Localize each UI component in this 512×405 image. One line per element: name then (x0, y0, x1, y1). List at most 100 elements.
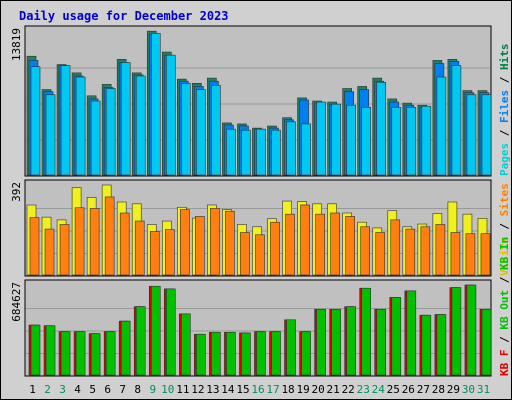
day-label: 2 (44, 383, 51, 396)
day-label: 21 (327, 383, 340, 396)
day-label: 7 (119, 383, 126, 396)
bars-visits-sites (26, 184, 491, 276)
bar-kb-in (181, 313, 191, 376)
bar-pages (346, 104, 356, 176)
bar-kb-in (241, 332, 251, 376)
bar-sites (405, 228, 416, 276)
day-label: 22 (342, 383, 355, 396)
bar-sites (164, 229, 175, 276)
bar-kb-in (120, 320, 131, 376)
bar-kb-in (451, 287, 462, 376)
bar-pages (286, 121, 296, 176)
bar-pages (361, 106, 372, 176)
bar-kb-in (165, 288, 176, 376)
bar-sites (345, 216, 355, 276)
bar-sites (134, 220, 145, 276)
bar-sites (390, 219, 401, 276)
bar-kb-in (361, 287, 372, 376)
chart-panels: 13819 Pages / Files / Hits 392 Visits / Sit… (10, 25, 511, 377)
bar-pages (316, 101, 326, 176)
day-label: 9 (149, 383, 156, 396)
day-label: 13 (206, 383, 219, 396)
bar-pages (256, 128, 266, 176)
day-label: 24 (372, 383, 386, 396)
day-label: 14 (221, 383, 235, 396)
day-label: 19 (296, 383, 309, 396)
bar-pages (150, 32, 161, 176)
legend-entry: Hits (498, 44, 511, 71)
legend-entry: Pages (498, 143, 511, 176)
bar-kb-in (271, 331, 281, 376)
ymax-label: 684627 (10, 282, 23, 322)
bar-sites (330, 212, 340, 276)
bar-pages (90, 100, 101, 176)
day-label: 5 (89, 383, 96, 396)
bar-pages (451, 65, 462, 176)
bar-sites (360, 226, 371, 276)
bar-kb-in (75, 331, 86, 376)
bar-pages (226, 128, 236, 176)
bar-pages (391, 106, 402, 176)
bar-pages (376, 81, 387, 176)
bar-kb-in (150, 285, 161, 376)
panel-legend: Visits / Sites (498, 183, 511, 276)
bar-pages (211, 85, 221, 176)
bar-kb-in (481, 308, 492, 376)
bar-kb-in (301, 331, 311, 376)
day-label: 17 (266, 383, 279, 396)
bar-pages (406, 106, 417, 176)
bar-sites (480, 233, 491, 276)
bar-sites (240, 232, 250, 276)
day-label: 1 (29, 383, 36, 396)
panel-legend: KB F / KB Out / KB In (498, 237, 511, 376)
bar-pages (75, 76, 86, 176)
panel-hits-files-pages: 13819 Pages / Files / Hits (10, 25, 511, 177)
chart-title: Daily usage for December 2023 (19, 9, 229, 23)
day-label: 29 (447, 383, 460, 396)
bar-sites (119, 212, 130, 276)
bar-pages (331, 103, 341, 176)
bar-pages (436, 76, 447, 176)
legend-entry: KB F (498, 350, 511, 377)
legend-entry: Visits (498, 236, 511, 276)
bars-kb-in-out (28, 284, 492, 376)
bar-sites (255, 234, 265, 276)
bar-kb-in (90, 333, 101, 376)
bar-sites (450, 232, 461, 276)
panel-legend: Pages / Files / Hits (498, 44, 511, 177)
bar-kb-in (346, 306, 356, 376)
bar-sites (44, 228, 55, 276)
panel-kb-in-out: 684627 KB F / KB Out / KB In (10, 237, 511, 377)
bar-sites (420, 226, 431, 276)
bar-kb-in (196, 333, 206, 376)
bar-sites (29, 217, 40, 276)
bar-pages (30, 66, 41, 176)
bar-sites (375, 232, 386, 276)
bar-kb-in (391, 297, 402, 376)
legend-entry: / (498, 216, 511, 236)
bar-sites (180, 209, 190, 276)
day-label: 15 (236, 383, 249, 396)
panel-visits-sites: 392 Visits / Sites (10, 179, 511, 277)
bar-kb-in (436, 314, 447, 376)
legend-entry: / (498, 123, 511, 143)
bar-sites (300, 204, 310, 276)
legend-entry: Files (498, 90, 511, 123)
day-label: 20 (312, 383, 325, 396)
day-label: 11 (176, 383, 189, 396)
bar-pages (45, 94, 56, 176)
ymax-label: 392 (10, 182, 23, 202)
bar-pages (481, 94, 492, 176)
bar-pages (165, 54, 176, 176)
bar-pages (120, 62, 131, 176)
bar-sites (149, 231, 160, 276)
bar-sites (104, 196, 115, 276)
legend-entry: / (498, 270, 511, 290)
bar-sites (435, 224, 446, 276)
bar-pages (271, 129, 281, 176)
bar-sites (74, 207, 85, 276)
day-label: 31 (477, 383, 490, 396)
bar-kb-in (466, 284, 477, 376)
